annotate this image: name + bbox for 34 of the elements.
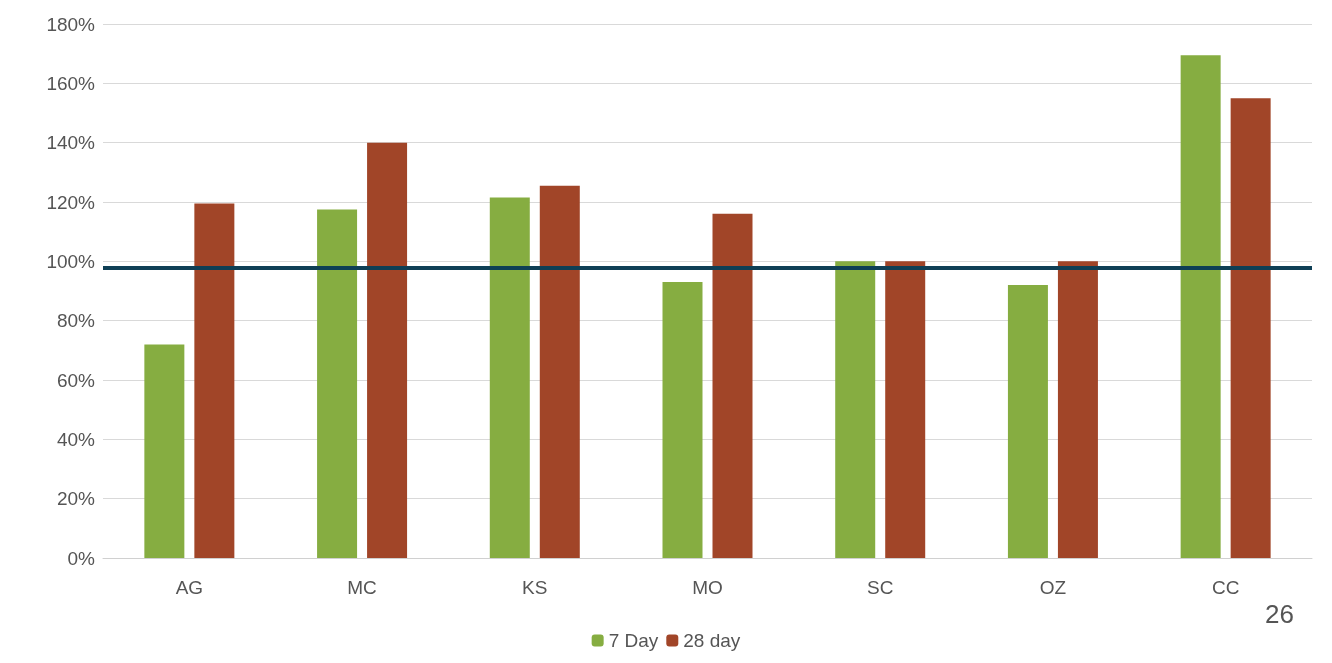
bar [1057,261,1098,558]
y-tick-label: 0% [67,547,96,569]
x-tick-label: KS [522,577,548,598]
y-tick-label: 160% [46,72,96,94]
bar [1180,55,1221,558]
bar [662,282,703,558]
bar [144,344,185,558]
y-tick-label: 120% [46,191,96,213]
bar [885,261,926,558]
bar [367,142,408,558]
legend-label: 28 day [683,630,741,651]
y-tick-label: 60% [56,369,96,391]
x-tick-label: OZ [1039,577,1067,598]
x-tick-label: MC [347,577,377,598]
bar [835,261,876,558]
y-tick-label: 40% [56,428,96,450]
x-tick-label: AG [175,577,204,598]
x-tick-label: CC [1211,577,1240,598]
bar [1230,98,1271,558]
bar [194,203,235,558]
bar [1007,285,1048,558]
text: 26 [1265,599,1294,629]
y-tick-label: 140% [46,132,96,154]
bar [539,185,580,558]
legend-label: 7 Day [608,630,659,651]
y-tick-label: 20% [56,488,96,510]
bar [712,213,753,558]
x-tick-label: SC [867,577,894,598]
y-tick-label: 180% [46,13,96,35]
y-tick-label: 80% [56,310,96,332]
bar [317,209,358,558]
x-tick-label: MO [692,577,723,598]
bar [489,197,530,558]
y-tick-label: 100% [46,250,96,272]
